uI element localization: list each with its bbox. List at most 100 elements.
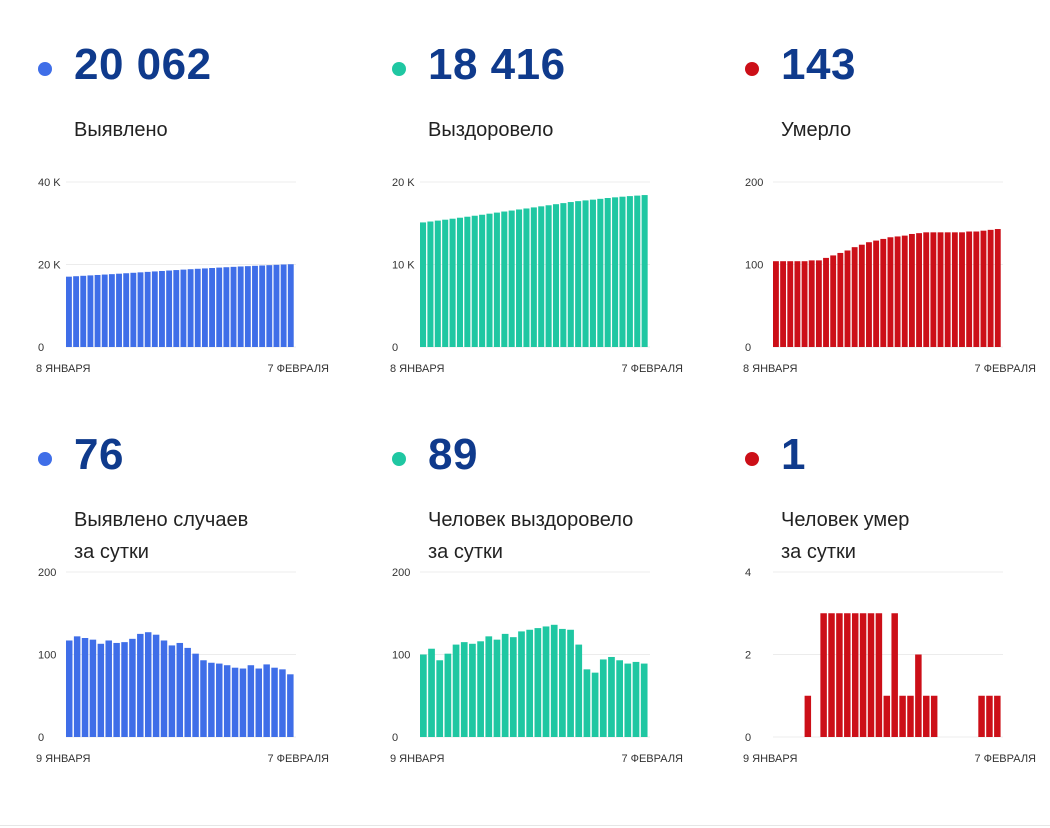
bar — [923, 232, 930, 347]
bar — [508, 210, 515, 347]
bar — [501, 633, 509, 738]
bar — [966, 231, 973, 347]
bar — [460, 642, 468, 737]
bar — [619, 196, 626, 347]
x-tick-label-end: 7 ФЕВРАЛЯ — [974, 753, 1036, 765]
bar — [486, 213, 493, 347]
bar — [173, 270, 180, 347]
bar — [223, 267, 230, 347]
bar — [567, 629, 574, 737]
bar — [216, 663, 223, 737]
bar — [116, 273, 122, 347]
bar — [916, 233, 922, 347]
bar — [804, 695, 812, 737]
y-tick-label: 200 — [38, 567, 56, 579]
y-tick-label: 0 — [392, 342, 398, 354]
bar — [575, 201, 582, 347]
stat-card: 89 Человек выздоровело за сутки 0 100 200 9 ЯН… — [354, 390, 694, 790]
bar — [101, 274, 108, 347]
bar — [129, 638, 136, 737]
bar — [287, 674, 294, 737]
bar — [915, 654, 922, 737]
bar — [836, 613, 843, 737]
stat-label: Выздоровело — [428, 114, 668, 146]
bar — [516, 209, 523, 347]
bar — [883, 695, 891, 737]
bar — [449, 218, 456, 347]
bar — [994, 229, 1001, 347]
y-tick-label: 0 — [392, 732, 398, 744]
x-tick-label-start: 9 ЯНВАРЯ — [743, 753, 797, 765]
stat-value: 76 — [74, 430, 124, 479]
stat-card: 1 Человек умер за сутки 0 2 4 9 ЯНВАРЯ 7 ФЕВРАЛ… — [707, 390, 1047, 790]
bar — [534, 628, 542, 737]
bar — [583, 669, 591, 737]
bar — [130, 272, 137, 347]
bar — [867, 613, 875, 737]
x-tick-label-end: 7 ФЕВРАЛЯ — [267, 363, 329, 375]
bar — [959, 232, 965, 347]
stat-label-line: за сутки — [428, 541, 503, 563]
bar — [599, 659, 607, 737]
bar — [442, 219, 449, 347]
stat-card: 20 062 Выявлено 0 20 K 40 K 8 ЯНВАРЯ 7 ФЕВРАЛЯ — [0, 0, 340, 400]
bar — [452, 644, 460, 737]
y-tick-label: 200 — [745, 177, 763, 189]
bar — [891, 613, 898, 737]
bar — [973, 231, 980, 347]
bar — [823, 257, 829, 347]
x-tick-label-start: 8 ЯНВАРЯ — [36, 363, 90, 375]
bar — [123, 273, 130, 347]
bar — [820, 613, 827, 737]
bar — [501, 211, 508, 347]
stat-label-line: Выявлено — [74, 119, 168, 141]
bar — [575, 644, 583, 737]
bar — [108, 274, 115, 347]
bar — [815, 260, 822, 348]
bar — [987, 229, 994, 347]
bar — [200, 660, 207, 737]
y-tick-label: 0 — [745, 732, 751, 744]
bar — [624, 663, 632, 737]
bar — [907, 695, 914, 737]
bar-chart: 0 20 K 40 K 8 ЯНВАРЯ 7 ФЕВРАЛЯ — [36, 177, 329, 375]
bar — [844, 250, 851, 347]
y-tick-label: 100 — [38, 650, 56, 662]
bar — [830, 255, 837, 347]
bar — [908, 233, 915, 347]
bar — [526, 629, 534, 737]
y-tick-label: 2 — [745, 650, 751, 662]
bar — [538, 206, 545, 347]
bar — [844, 613, 851, 737]
bar — [209, 268, 215, 347]
bar — [94, 274, 101, 347]
bar — [493, 212, 500, 347]
bar — [427, 221, 434, 347]
y-tick-label: 100 — [745, 260, 763, 272]
bar — [201, 268, 208, 347]
bar — [216, 267, 223, 347]
stat-label-line: за сутки — [781, 541, 856, 563]
bar — [434, 220, 441, 347]
bar — [73, 636, 81, 737]
bar — [223, 665, 231, 737]
bar — [144, 632, 152, 737]
bar-chart: 0 100 200 9 ЯНВАРЯ 7 ФЕВРАЛЯ — [390, 567, 683, 765]
bar — [930, 695, 938, 737]
bar — [545, 205, 552, 347]
bar — [787, 261, 794, 347]
stat-label: Умерло — [781, 114, 1021, 146]
y-tick-label: 4 — [745, 567, 751, 579]
x-tick-label-end: 7 ФЕВРАЛЯ — [621, 363, 683, 375]
bar — [464, 216, 471, 347]
bar — [176, 642, 184, 737]
bar — [550, 624, 558, 737]
bar — [280, 264, 287, 347]
status-dot-icon — [38, 452, 52, 466]
bar — [493, 639, 501, 737]
stat-label-line: Человек выздоровело — [428, 509, 634, 531]
stat-value: 89 — [428, 430, 478, 479]
bar — [477, 641, 484, 737]
bar-chart: 0 100 200 8 ЯНВАРЯ 7 ФЕВРАЛЯ — [743, 177, 1036, 375]
